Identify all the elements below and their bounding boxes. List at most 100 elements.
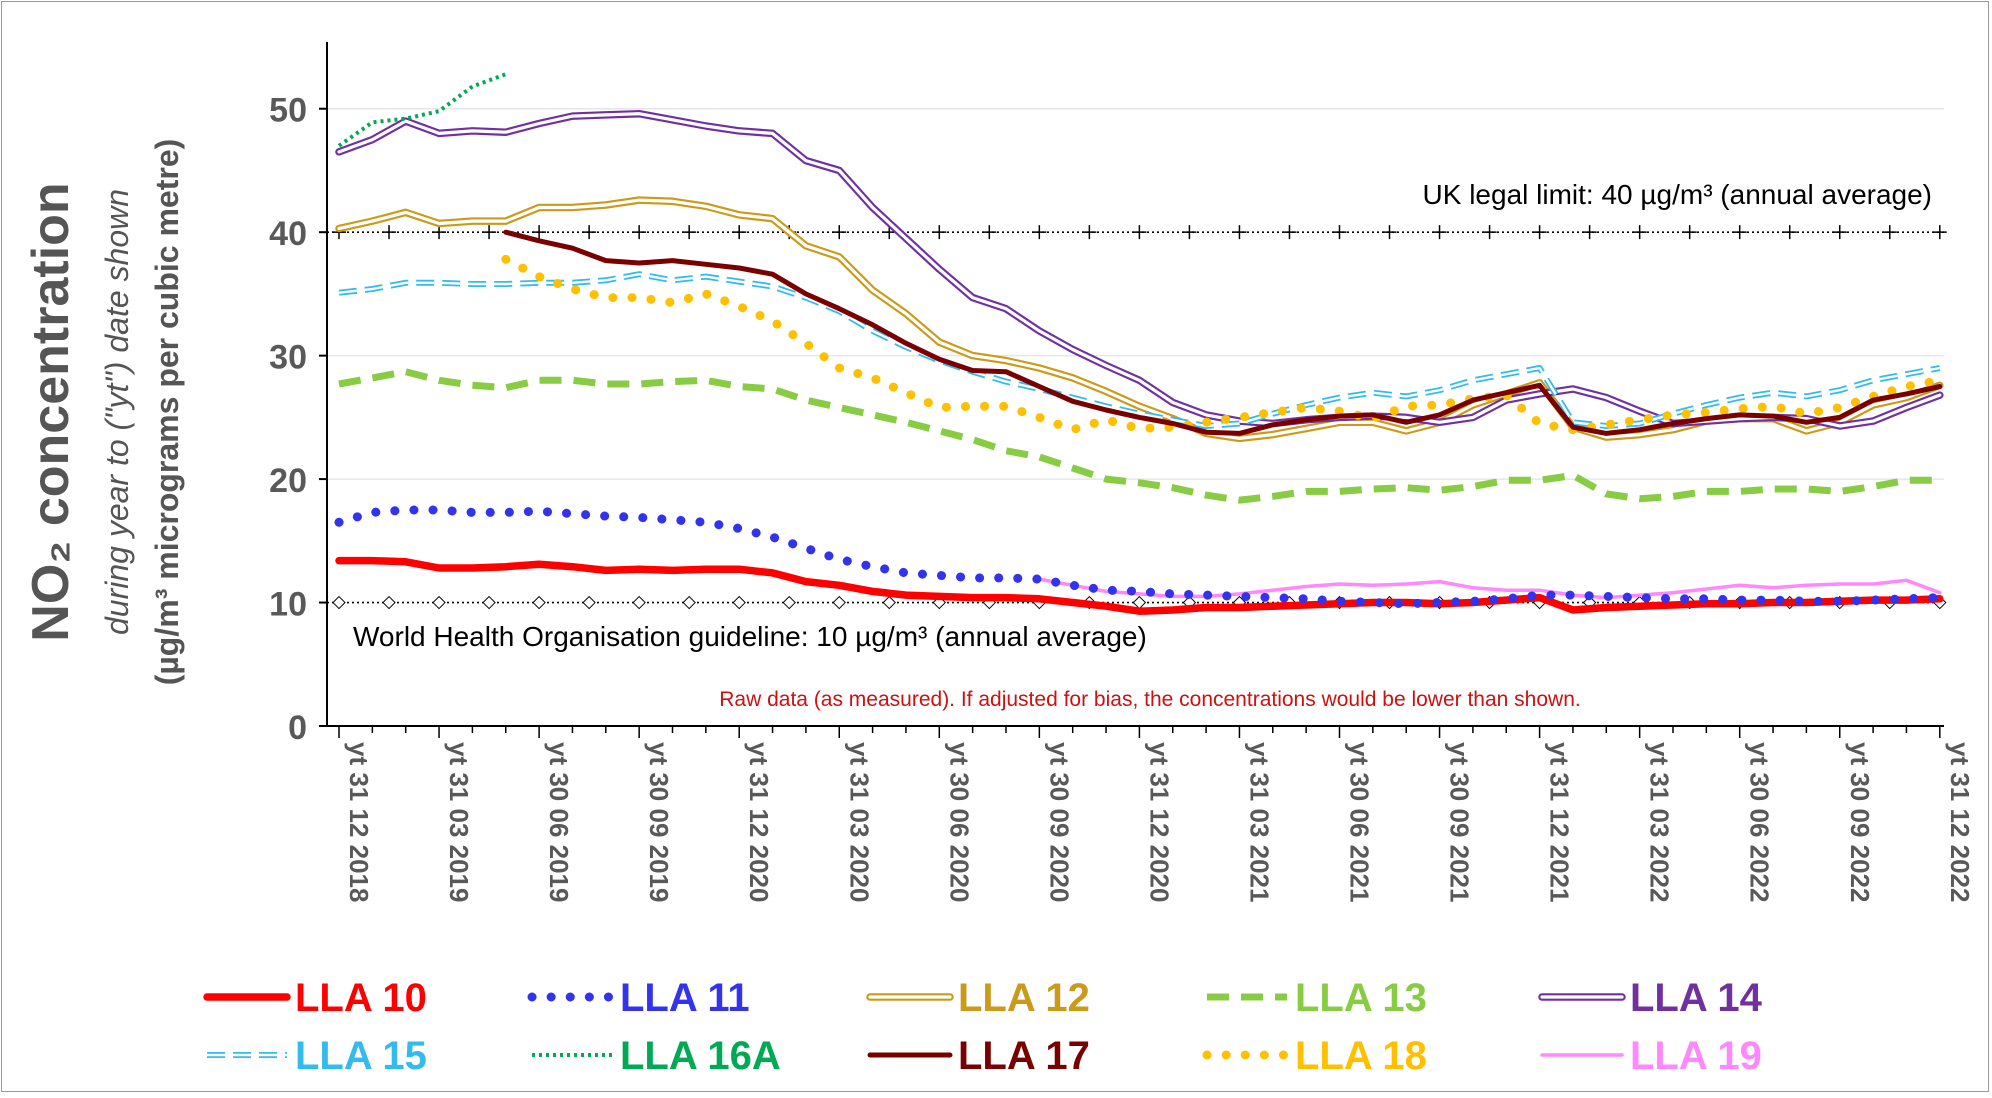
reference-marker-diamond (782, 595, 796, 610)
x-tick-label: yt 31 03 2020 (844, 742, 874, 902)
legend-label: LLA 11 (620, 976, 750, 1020)
y-tick-label: 40 (269, 215, 307, 253)
series-line-inner (337, 198, 1942, 440)
reference-marker-plus (1632, 225, 1647, 240)
reference-marker-plus (1832, 225, 1847, 240)
reference-marker-plus (482, 225, 497, 240)
reference-marker-plus (1882, 225, 1897, 240)
reference-marker-plus (1232, 225, 1247, 240)
reference-marker-plus (1532, 225, 1547, 240)
y-tick-labels: 0 10 20 30 40 50 (269, 92, 307, 747)
reference-marker-diamond (882, 595, 896, 610)
legend-item: LLA 17 (867, 1034, 1090, 1078)
reference-marker-plus (582, 225, 597, 240)
legend-item: LLA 11 (527, 976, 750, 1020)
reference-marker-plus (432, 225, 447, 240)
series-lla-10 (335, 556, 1944, 615)
x-tick-label: yt 30 06 2019 (544, 742, 574, 902)
series-lla-11 (334, 505, 1945, 609)
reference-marker-plus (1432, 225, 1447, 240)
y-tick-label: 50 (269, 92, 307, 130)
y-axis-title-main: NO₂ concentration (22, 182, 80, 641)
x-tick-label: yt 31 12 2018 (344, 742, 374, 902)
reference-marker-plus (1582, 225, 1597, 240)
legend-item: LLA 13 (1207, 976, 1427, 1020)
reference-marker-diamond (932, 595, 947, 610)
x-tick-labels: yt 31 12 2018 yt 31 03 2019 yt 30 06 2019 y… (344, 742, 1975, 902)
x-tick-label: yt 31 03 2021 (1244, 742, 1274, 902)
series-line (1037, 577, 1942, 600)
series-lla-18 (501, 254, 1945, 435)
x-tick-label: yt 30 09 2019 (644, 742, 674, 902)
x-tick-label: yt 30 06 2021 (1345, 742, 1375, 902)
reference-marker-plus (632, 225, 647, 240)
series-line (338, 368, 1940, 504)
gridlines (327, 107, 1944, 480)
reference-marker-plus (1382, 225, 1397, 240)
reference-marker-diamond (632, 595, 646, 610)
legend-label: LLA 14 (1630, 976, 1763, 1020)
legend-label: LLA 15 (295, 1034, 427, 1078)
y-tick-label: 0 (288, 709, 307, 747)
x-tick-label: yt 31 12 2020 (1144, 742, 1174, 902)
reference-marker-plus (532, 225, 547, 240)
series-line (337, 72, 507, 148)
x-tick-label: yt 31 12 2022 (1945, 742, 1975, 902)
reference-marker-diamond (332, 595, 346, 610)
series-lla-19 (1037, 577, 1942, 600)
x-tick-label: yt 31 12 2021 (1545, 742, 1575, 902)
legend-item: LLA 16A (532, 1034, 781, 1078)
reference-marker-plus (1682, 225, 1697, 240)
reference-marker-plus (1182, 225, 1197, 240)
x-tick-label: yt 30 09 2021 (1445, 742, 1475, 902)
reference-marker-plus (1282, 225, 1297, 240)
reference-marker-plus (832, 225, 847, 240)
reference-marker-plus (1132, 225, 1147, 240)
x-tick-label: yt 30 09 2020 (1044, 742, 1074, 902)
series-lla-12 (335, 196, 1944, 443)
reference-marker-plus (932, 225, 947, 240)
reference-marker-plus (382, 225, 397, 240)
legend-label: LLA 19 (1630, 1034, 1762, 1078)
reference-marker-plus (1732, 225, 1747, 240)
legend-item: LLA 15 (207, 1034, 427, 1078)
reference-marker-plus (1332, 225, 1347, 240)
reference-marker-plus (682, 225, 697, 240)
reference-marker-diamond (582, 595, 596, 610)
reference-marker-plus (982, 225, 997, 240)
x-tick-label: yt 30 09 2022 (1845, 742, 1875, 902)
series-line (335, 556, 1944, 615)
reference-marker-plus (1782, 225, 1797, 240)
reference-marker-plus (1032, 225, 1047, 240)
series-lla-17 (503, 229, 1943, 436)
y-axis-title-units: (µg/m³ micrograms per cubic metre) (149, 139, 185, 686)
series-line (334, 505, 1945, 609)
reference-marker-diamond (482, 595, 496, 610)
legend-item: LLA 14 (1538, 976, 1763, 1020)
reference-marker-diamond (1132, 595, 1147, 610)
y-tick-label: 20 (269, 462, 307, 500)
x-tick-label: yt 30 06 2020 (944, 742, 974, 902)
reference-marker-plus (1482, 225, 1497, 240)
raw-data-note: Raw data (as measured). If adjusted for … (719, 688, 1580, 711)
series-lla-15 (338, 271, 1941, 429)
legend-label: LLA 17 (958, 1034, 1090, 1078)
series-lines (334, 72, 1945, 615)
legend-item: LLA 10 (203, 976, 427, 1020)
reference-marker-diamond (732, 595, 746, 610)
y-tick-label: 10 (269, 586, 307, 624)
legend-label: LLA 16A (620, 1034, 781, 1078)
legend-label: LLA 18 (1295, 1034, 1427, 1078)
legend-label: LLA 10 (295, 976, 427, 1020)
legend: LLA 10 LLA 11 LLA 12 LLA 13 LLA 14 LLA 15 LLA … (203, 976, 1763, 1078)
x-tick-label: yt 31 03 2019 (444, 742, 474, 902)
who-guideline-label: World Health Organisation guideline: 10 … (353, 621, 1147, 652)
series-lla-13 (338, 368, 1940, 504)
reference-marker-diamond (382, 595, 396, 610)
legend-label: LLA 13 (1295, 976, 1427, 1020)
y-axis-title-italic: during year to ("yt") date shown (99, 189, 135, 635)
y-axis-title: NO₂ concentration during year to ("yt") … (22, 139, 185, 686)
legend-item: LLA 18 (1202, 1034, 1427, 1078)
reference-marker-diamond (682, 595, 696, 610)
